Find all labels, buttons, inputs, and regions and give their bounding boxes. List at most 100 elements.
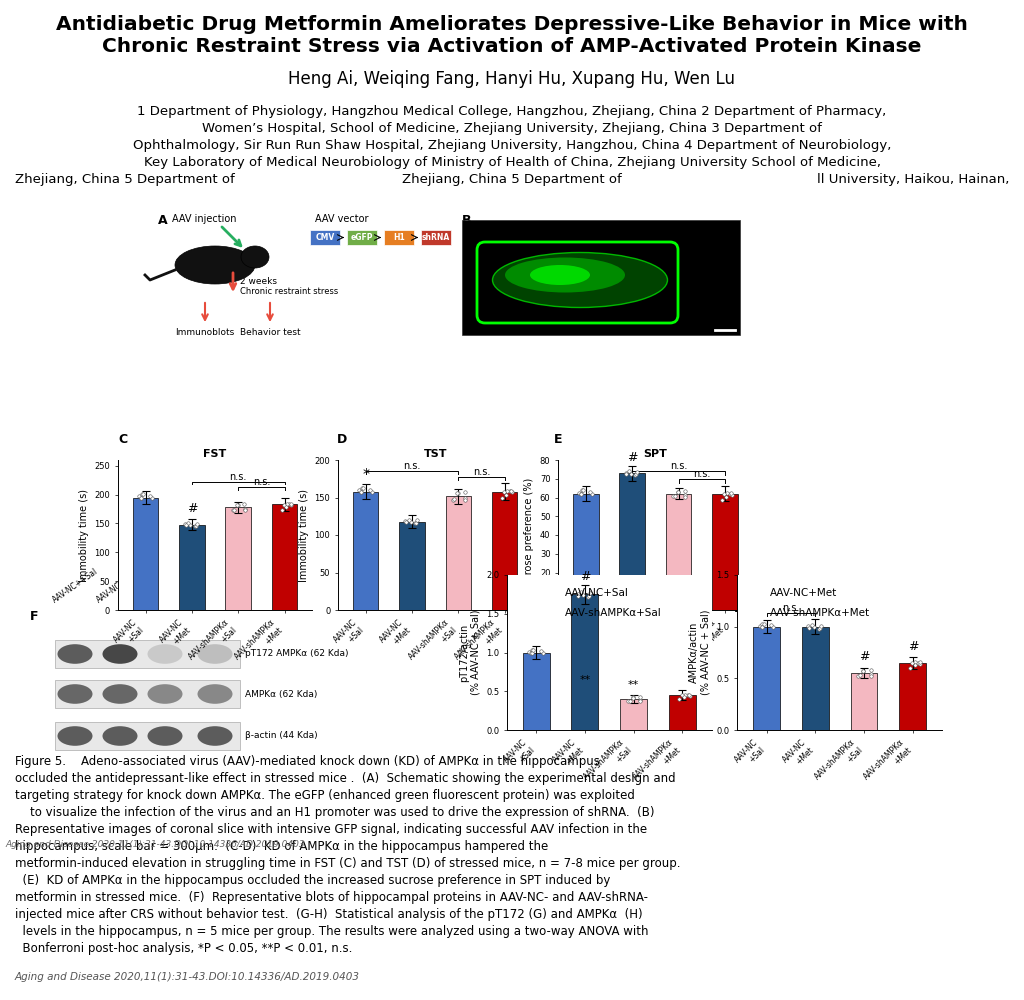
Text: H: H [734, 602, 744, 615]
Bar [620, 473, 645, 610]
Ellipse shape [198, 726, 232, 746]
Title: TST: TST [424, 449, 446, 459]
Text: AAV-shAMPKα++Sal: AAV-shAMPKα++Sal [131, 553, 200, 605]
Bar [399, 522, 425, 610]
Text: C: C [118, 433, 127, 446]
Text: AAV vector: AAV vector [315, 214, 369, 224]
Text: **: ** [580, 675, 591, 685]
Ellipse shape [57, 726, 92, 746]
Bar [522, 652, 550, 730]
Text: *: * [362, 467, 370, 481]
Bar [353, 491, 379, 610]
Text: Women’s Hospital, School of Medicine, Zhejiang University, Zhejiang, China 3 Dep: Women’s Hospital, School of Medicine, Zh… [202, 122, 822, 135]
Text: Aging and Disease 2020,11(1):31-43.DOI:10.14336/AD.2019.0403: Aging and Disease 2020,11(1):31-43.DOI:1… [15, 972, 360, 982]
Text: AAV-NC++Met: AAV-NC++Met [94, 566, 145, 605]
Text: targeting strategy for knock down AMPKα. The eGFP (enhanced green fluorescent pr: targeting strategy for knock down AMPKα.… [15, 789, 635, 802]
Text: shRNA: shRNA [422, 233, 451, 242]
Text: β-actin (44 Kda): β-actin (44 Kda) [245, 732, 317, 740]
Bar [899, 663, 927, 730]
Text: n.s.: n.s. [229, 472, 247, 482]
Bar [621, 699, 647, 730]
Text: AAV-shAMPKα++Met: AAV-shAMPKα++Met [179, 552, 251, 605]
Bar [445, 496, 471, 610]
Y-axis label: Sucrose preference (%): Sucrose preference (%) [524, 478, 535, 592]
Text: n.s.: n.s. [782, 603, 800, 613]
Text: #: # [907, 640, 919, 652]
Text: Zhejiang, China 5 Department of: Zhejiang, China 5 Department of [15, 173, 234, 186]
Y-axis label: pT172/actin
(% AAV-NC + Sal): pT172/actin (% AAV-NC + Sal) [459, 610, 480, 695]
Text: injected mice after CRS without behavior test.  (G-H)  Statistical analysis of t: injected mice after CRS without behavior… [15, 908, 643, 921]
Text: Aging and Disease 2020,11(1):31-43.DOI:10.14336/AD.2019.0403: Aging and Disease 2020,11(1):31-43.DOI:1… [5, 840, 304, 849]
Ellipse shape [505, 257, 625, 292]
Bar [384, 230, 414, 245]
Text: hippocampus, scale bar = 300μm.  (C-D)  KD of AMPKα in the hippocampus hampered : hippocampus, scale bar = 300μm. (C-D) KD… [15, 840, 548, 853]
Text: occluded the antidepressant-like effect in stressed mice .  (A)  Schematic showi: occluded the antidepressant-like effect … [15, 772, 676, 785]
Text: 1 Department of Physiology, Hangzhou Medical College, Hangzhou, Zhejiang, China : 1 Department of Physiology, Hangzhou Med… [137, 105, 887, 118]
Text: n.s.: n.s. [670, 461, 687, 471]
Ellipse shape [102, 644, 137, 664]
Text: n.s.: n.s. [693, 469, 711, 479]
Bar [802, 627, 828, 730]
Title: FST: FST [204, 449, 226, 459]
Text: 2 weeks: 2 weeks [240, 277, 278, 286]
Text: ll University, Haikou, Hainan,: ll University, Haikou, Hainan, [816, 173, 1009, 186]
Y-axis label: Immobility time (s): Immobility time (s) [79, 488, 89, 582]
Bar [55, 640, 240, 668]
Text: AAV-NC+Sal: AAV-NC+Sal [565, 588, 629, 598]
Bar [179, 525, 205, 610]
Bar [851, 673, 878, 730]
Text: Ophthalmology, Sir Run Run Shaw Hospital, Zhejiang University, Hangzhou, China 4: Ophthalmology, Sir Run Run Shaw Hospital… [133, 139, 891, 152]
Text: metformin in stressed mice.  (F)  Representative blots of hippocampal proteins i: metformin in stressed mice. (F) Represen… [15, 891, 648, 904]
Text: AAV-shAMPKα+Met: AAV-shAMPKα+Met [770, 608, 870, 618]
Text: to visualize the infection of the virus and an H1 promoter was used to drive the: to visualize the infection of the virus … [15, 806, 654, 819]
Text: Chronic Restraint Stress via Activation of AMP-Activated Protein Kinase: Chronic Restraint Stress via Activation … [102, 37, 922, 56]
Text: pT172 AMPKα (62 Kda): pT172 AMPKα (62 Kda) [245, 650, 348, 658]
Text: AAV injection: AAV injection [172, 214, 237, 224]
Ellipse shape [102, 726, 137, 746]
Bar [462, 220, 740, 335]
Ellipse shape [57, 684, 92, 704]
Text: F: F [30, 610, 39, 623]
Ellipse shape [198, 644, 232, 664]
Bar [310, 230, 340, 245]
Text: #: # [186, 502, 198, 515]
Bar [666, 494, 691, 610]
Y-axis label: Immobility time (s): Immobility time (s) [299, 488, 309, 582]
Text: Zhejiang, China 5 Department of: Zhejiang, China 5 Department of [402, 173, 622, 186]
Ellipse shape [147, 644, 182, 664]
Ellipse shape [241, 246, 269, 268]
Text: Key Laboratory of Medical Neurobiology of Ministry of Health of China, Zhejiang : Key Laboratory of Medical Neurobiology o… [143, 156, 881, 169]
Text: AAV-NC++Sal: AAV-NC++Sal [50, 567, 99, 605]
Text: Bonferroni post-hoc analysis, *P < 0.05, **P < 0.01, n.s.: Bonferroni post-hoc analysis, *P < 0.05,… [15, 942, 352, 955]
Ellipse shape [198, 684, 232, 704]
Text: (E)  KD of AMPKα in the hippocampus occluded the increased sucrose preference in: (E) KD of AMPKα in the hippocampus occlu… [15, 874, 610, 887]
Text: D: D [337, 433, 347, 446]
Text: metformin-induced elevation in struggling time in FST (C) and TST (D) of stresse: metformin-induced elevation in strugglin… [15, 857, 681, 870]
Text: #: # [627, 451, 638, 464]
Text: Representative images of coronal slice with intensive GFP signal, indicating suc: Representative images of coronal slice w… [15, 823, 647, 836]
Text: Chronic restraint stress: Chronic restraint stress [240, 287, 338, 296]
Text: B: B [462, 214, 471, 227]
Ellipse shape [530, 265, 590, 285]
Bar [133, 497, 159, 610]
Bar [669, 695, 696, 730]
Ellipse shape [147, 684, 182, 704]
Text: Antidiabetic Drug Metformin Ameliorates Depressive-Like Behavior in Mice with: Antidiabetic Drug Metformin Ameliorates … [56, 15, 968, 34]
Text: AAV-NC+Met: AAV-NC+Met [770, 588, 838, 598]
Text: **: ** [628, 680, 639, 690]
Text: E: E [554, 433, 562, 446]
Bar [421, 230, 451, 245]
Ellipse shape [102, 684, 137, 704]
Text: levels in the hippocampus, n = 5 mice per group. The results were analyzed using: levels in the hippocampus, n = 5 mice pe… [15, 925, 648, 938]
Text: Figure 5.    Adeno-associated virus (AAV)-mediated knock down (KD) of AMPKα in t: Figure 5. Adeno-associated virus (AAV)-m… [15, 755, 600, 768]
Text: n.s.: n.s. [403, 461, 421, 471]
Text: Immunoblots: Immunoblots [175, 328, 234, 337]
Text: #: # [580, 570, 590, 583]
Ellipse shape [147, 726, 182, 746]
Bar [571, 594, 598, 730]
Bar [492, 491, 517, 610]
Text: AMPKα (62 Kda): AMPKα (62 Kda) [245, 690, 317, 698]
Bar [55, 722, 240, 750]
Text: n.s.: n.s. [253, 477, 270, 487]
Ellipse shape [57, 644, 92, 664]
